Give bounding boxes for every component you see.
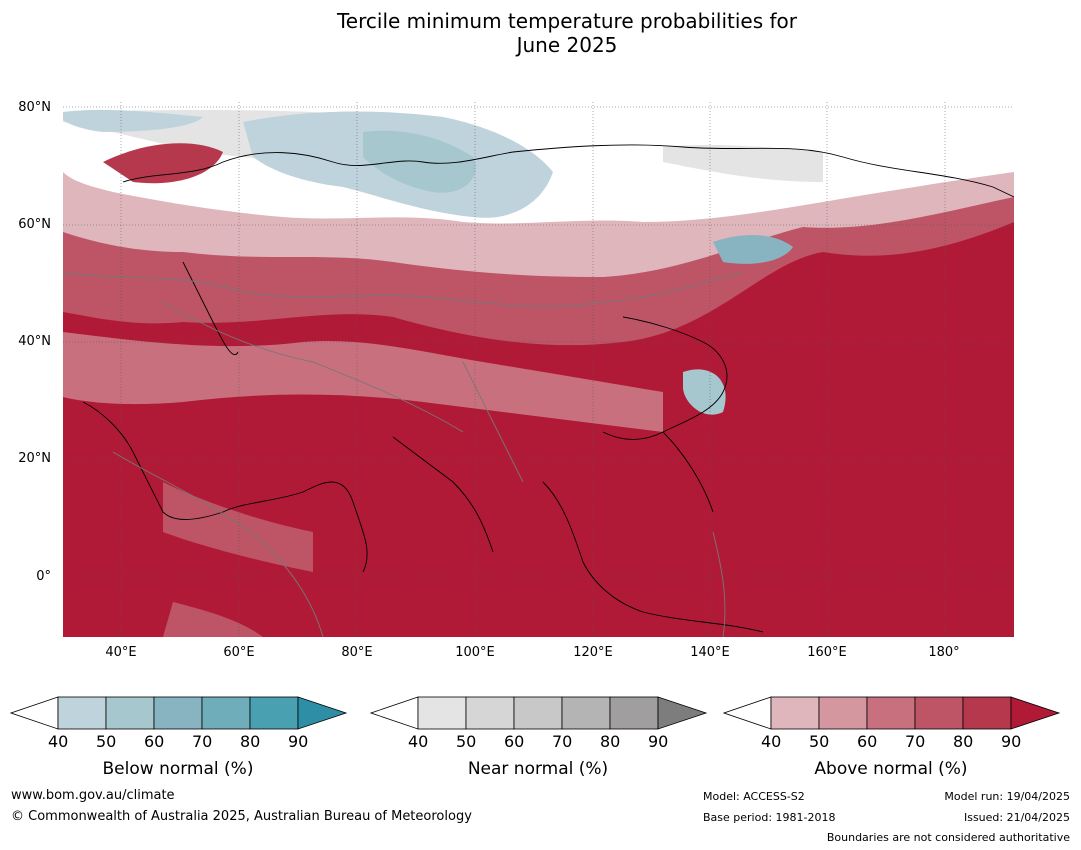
above-normal-tick: 80: [953, 732, 974, 751]
near-normal-tick: 70: [552, 732, 573, 751]
above-normal-tick: 70: [905, 732, 926, 751]
below-normal-tick: 70: [192, 732, 213, 751]
lat-tick-80n: 80°N: [18, 100, 51, 115]
below-normal-tick: 60: [144, 732, 165, 751]
lon-tick-100e: 100°E: [455, 645, 495, 660]
lat-tick-60n: 60°N: [18, 217, 51, 232]
title-line-1: Tercile minimum temperature probabilitie…: [336, 9, 798, 33]
below-normal-label: Below normal (%): [102, 759, 254, 779]
near-normal-tick: 80: [600, 732, 621, 751]
near-normal-tick: 50: [456, 732, 477, 751]
website-link[interactable]: www.bom.gov.au/climate: [11, 788, 175, 803]
lon-tick-140e: 140°E: [690, 645, 730, 660]
copyright-text: © Commonwealth of Australia 2025, Austra…: [11, 809, 472, 824]
lon-tick-80e: 80°E: [341, 645, 373, 660]
above-normal-colorbar: [722, 696, 1061, 734]
lat-tick-40n: 40°N: [18, 334, 51, 349]
near-normal-tick: 40: [408, 732, 429, 751]
probability-map[interactable]: [63, 102, 1014, 637]
lon-tick-180: 180°: [928, 645, 960, 660]
lon-tick-120e: 120°E: [573, 645, 613, 660]
near-normal-tick: 90: [648, 732, 669, 751]
lon-tick-160e: 160°E: [807, 645, 847, 660]
below-normal-tick: 40: [48, 732, 69, 751]
below-normal-tick: 80: [240, 732, 261, 751]
above-normal-tick: 90: [1001, 732, 1022, 751]
model-run-text: Model run: 19/04/2025: [944, 790, 1070, 803]
model-text: Model: ACCESS-S2: [703, 790, 805, 803]
above-normal-label: Above normal (%): [814, 759, 968, 779]
below-normal-colorbar: [9, 696, 348, 734]
below-normal-tick: 90: [288, 732, 309, 751]
near-normal-colorbar: [369, 696, 708, 734]
above-normal-tick: 50: [809, 732, 830, 751]
below-normal-tick: 50: [96, 732, 117, 751]
lat-tick-20n: 20°N: [18, 451, 51, 466]
near-normal-label: Near normal (%): [467, 759, 609, 779]
lon-tick-60e: 60°E: [223, 645, 255, 660]
boundaries-note: Boundaries are not considered authoritat…: [826, 831, 1070, 844]
above-normal-tick: 40: [761, 732, 782, 751]
lon-tick-40e: 40°E: [105, 645, 137, 660]
near-normal-tick: 60: [504, 732, 525, 751]
above-normal-tick: 60: [857, 732, 878, 751]
issued-text: Issued: 21/04/2025: [963, 811, 1070, 824]
base-period-text: Base period: 1981-2018: [703, 811, 836, 824]
chart-title: Tercile minimum temperature probabilitie…: [0, 9, 1081, 57]
title-line-2: June 2025: [516, 33, 618, 57]
lat-tick-0: 0°: [36, 569, 51, 584]
